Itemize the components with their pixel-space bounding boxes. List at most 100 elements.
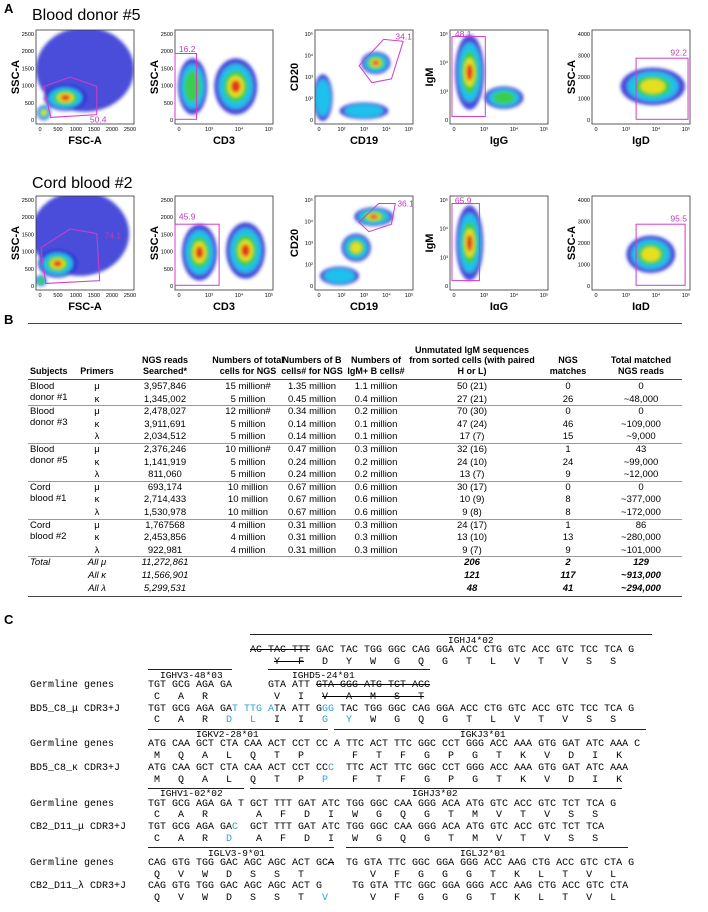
y-tick-label: 2500: [22, 198, 34, 204]
density-level: [231, 80, 241, 93]
y-tick-label: 500: [25, 267, 34, 273]
deleted-segment: Y F: [274, 656, 305, 668]
gate-value: 45.9: [179, 212, 196, 222]
y-tick-label: 0: [170, 118, 173, 124]
density-level: [344, 104, 384, 118]
density-level: [60, 94, 71, 101]
x-tick-label: 0: [452, 127, 455, 133]
row-title: Cord blood #2: [32, 175, 133, 192]
table-cell: μ: [94, 381, 100, 392]
y-tick-label: 1500: [161, 66, 173, 72]
y-tick-label: 10⁵: [440, 31, 448, 38]
y-tick-label: 1000: [578, 97, 590, 103]
table-cell: 32 (16): [456, 444, 488, 455]
gene-bar: [268, 669, 430, 671]
sequence-segment: TGT GCG AGA GA: [148, 703, 233, 715]
y-axis-label: SSC-A: [149, 60, 161, 94]
table-cell: ~172,000: [621, 507, 661, 518]
table-cell: 0.6 million: [354, 481, 398, 493]
deleted-segment: A: [328, 857, 335, 869]
sequence-segment: C A R: [154, 715, 227, 727]
y-tick-label: 2500: [161, 32, 173, 38]
sequence-line: ATG CAA GCT CTA CAA ACT CCT CC A TTC ACT…: [148, 739, 640, 750]
x-tick-label: 0: [317, 293, 320, 299]
x-axis-label: FSC-A: [68, 301, 102, 310]
density: [620, 67, 686, 106]
density: [454, 34, 524, 110]
table-cell: 811,060: [148, 469, 182, 481]
table-cell: 0.4 million: [354, 393, 398, 405]
plot-frame: [35, 195, 135, 291]
x-tick-label: 0: [38, 127, 41, 133]
table-cell: 48: [466, 582, 478, 594]
table-cell: 4 million: [230, 519, 266, 531]
plot-frame: [449, 195, 549, 291]
x-tick-label: 2500: [124, 293, 136, 299]
panel-label: C: [4, 612, 14, 627]
x-tick-label: 10⁴: [235, 292, 244, 299]
density-level: [195, 246, 204, 259]
table-cell: 0: [638, 481, 644, 493]
x-tick-label: 1500: [88, 293, 100, 299]
y-tick-label: 500: [164, 267, 173, 273]
table-cell: 0.2 million: [354, 456, 398, 468]
density-level: [41, 109, 47, 116]
x-axis-label: CD19: [350, 301, 378, 310]
x-tick-label: 10³: [622, 293, 630, 299]
table-cell: 1,530,978: [143, 507, 187, 518]
table-cell: μ: [94, 481, 100, 493]
gate-value: 74.1: [105, 230, 122, 240]
sequence-segment: TG GTA TTC GGC GGA GGG ACC AAG CTG ACC G…: [334, 857, 635, 869]
gene-bar: [148, 728, 328, 730]
table-cell: 26: [562, 393, 574, 405]
y-tick-label: 0: [587, 118, 590, 124]
table-cell: λ: [94, 507, 100, 518]
table-cell: 10 million: [227, 494, 269, 506]
y-tick-label: 10³: [440, 89, 448, 95]
table-cell: 2,478,027: [143, 406, 187, 418]
x-tick-label: 1000: [70, 127, 82, 133]
sequence-name: BD5_C8_κ CDR3+J: [30, 762, 121, 774]
y-axis-label: CD20: [289, 229, 301, 257]
gate-value: 34.1: [395, 32, 412, 42]
gate-value: 16.2: [179, 44, 196, 54]
column-header: Numbers of B cells# for NGS: [281, 355, 343, 376]
x-tick-label: 10⁵: [540, 126, 548, 133]
x-tick-label: 2000: [106, 127, 118, 133]
table-cell: ~913,000: [621, 570, 661, 581]
y-tick-label: 10⁴: [305, 53, 314, 60]
column-header: Total matched NGS reads: [610, 355, 672, 376]
x-tick-label: 10²: [338, 127, 346, 133]
gate: [358, 38, 404, 84]
x-tick-label: 10⁵: [265, 126, 273, 133]
row-title: Blood donor #5: [32, 7, 141, 24]
table-cell: ~377,000: [621, 494, 661, 506]
gate: [174, 53, 198, 120]
table-cell: 0.3 million: [354, 444, 398, 455]
density: [36, 196, 130, 287]
table-cell: 8: [565, 494, 571, 506]
table-cell: λ: [94, 431, 100, 443]
gene-label: IGHJ4*02: [448, 634, 494, 646]
gene-label: IGHV3-48*03: [160, 669, 223, 681]
gate-value: 65.9: [455, 196, 472, 206]
density-level: [641, 247, 661, 262]
table-cell: 5 million: [230, 393, 266, 405]
table-cell: 0.47 million: [287, 444, 337, 455]
flow-plot: 92.2 0 10³ 10⁴ 10⁵ 0 1000 2000 3000 4000 IgD SSC-A: [566, 29, 691, 147]
y-axis-label: IgM: [424, 68, 436, 87]
table-cell: μ: [94, 444, 100, 455]
y-tick-label: 0: [31, 118, 34, 124]
table-cell: 0.3 million: [354, 519, 398, 531]
table-cell: 5 million: [230, 431, 266, 443]
sequence-segment: W G Q G T L V T V S S: [352, 715, 617, 727]
x-axis-label: IgG: [490, 301, 508, 310]
y-tick-label: 0: [445, 118, 448, 124]
sequence-line: TGT GCG AGA GA T GCT TTT GAT ATC TGG GGC…: [148, 799, 616, 810]
table-cell: ~9,000: [626, 431, 656, 443]
gene-label: IGKV2-28*01: [196, 729, 259, 740]
x-tick-label: 2000: [106, 293, 118, 299]
sequence-segment: ATG CAA GCT CTA CAA ACT CCT CC: [148, 762, 329, 774]
y-tick-label: 1000: [578, 263, 590, 269]
